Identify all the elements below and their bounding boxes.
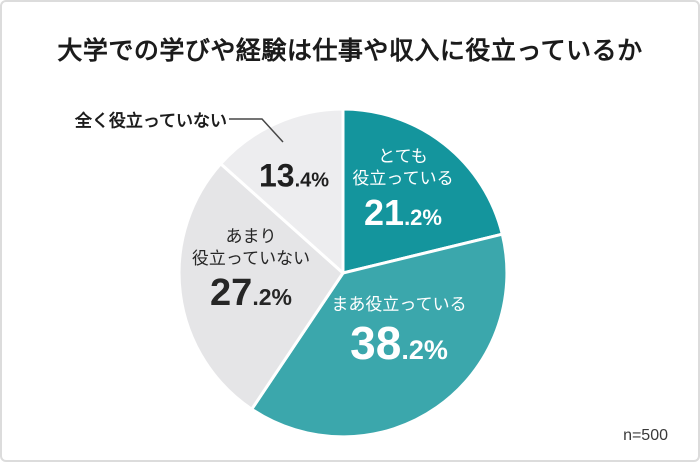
callout-line	[229, 118, 284, 143]
slice-percentage: 27.2%	[210, 271, 292, 314]
slice-name-line: 役立っている	[352, 169, 454, 189]
slice-name-line: まあ役立っている	[331, 295, 467, 315]
pie-slice-3	[219, 107, 345, 275]
slice-percentage: 21.2%	[364, 192, 442, 234]
pie-slice-2	[177, 162, 345, 411]
slice-name-line: 役立っていない	[191, 249, 311, 269]
pie-slice-label-2: あまり 役立っていない 27.2%	[192, 226, 310, 314]
sample-size-label: n=500	[623, 427, 668, 444]
slice-name-line: とても	[378, 147, 428, 167]
pie-slice-0	[341, 107, 504, 275]
pie-slice-label-1: まあ役立っている 38.2%	[331, 294, 466, 368]
slice-percentage: 38.2%	[350, 317, 448, 370]
pie-slice-label-3: 13.4%	[259, 157, 329, 194]
slice-name-line: あまり	[225, 227, 277, 247]
pie-slice-label-0: とても 役立っている 21.2%	[352, 146, 453, 232]
pie-slices-group	[177, 107, 509, 439]
slice-percentage: 13.4%	[258, 157, 330, 194]
callout-label: 全く役立っていない	[74, 111, 227, 131]
pie-slice-1	[250, 232, 509, 439]
chart-title: 大学での学びや経験は仕事や収入に役立っているか	[57, 37, 643, 65]
